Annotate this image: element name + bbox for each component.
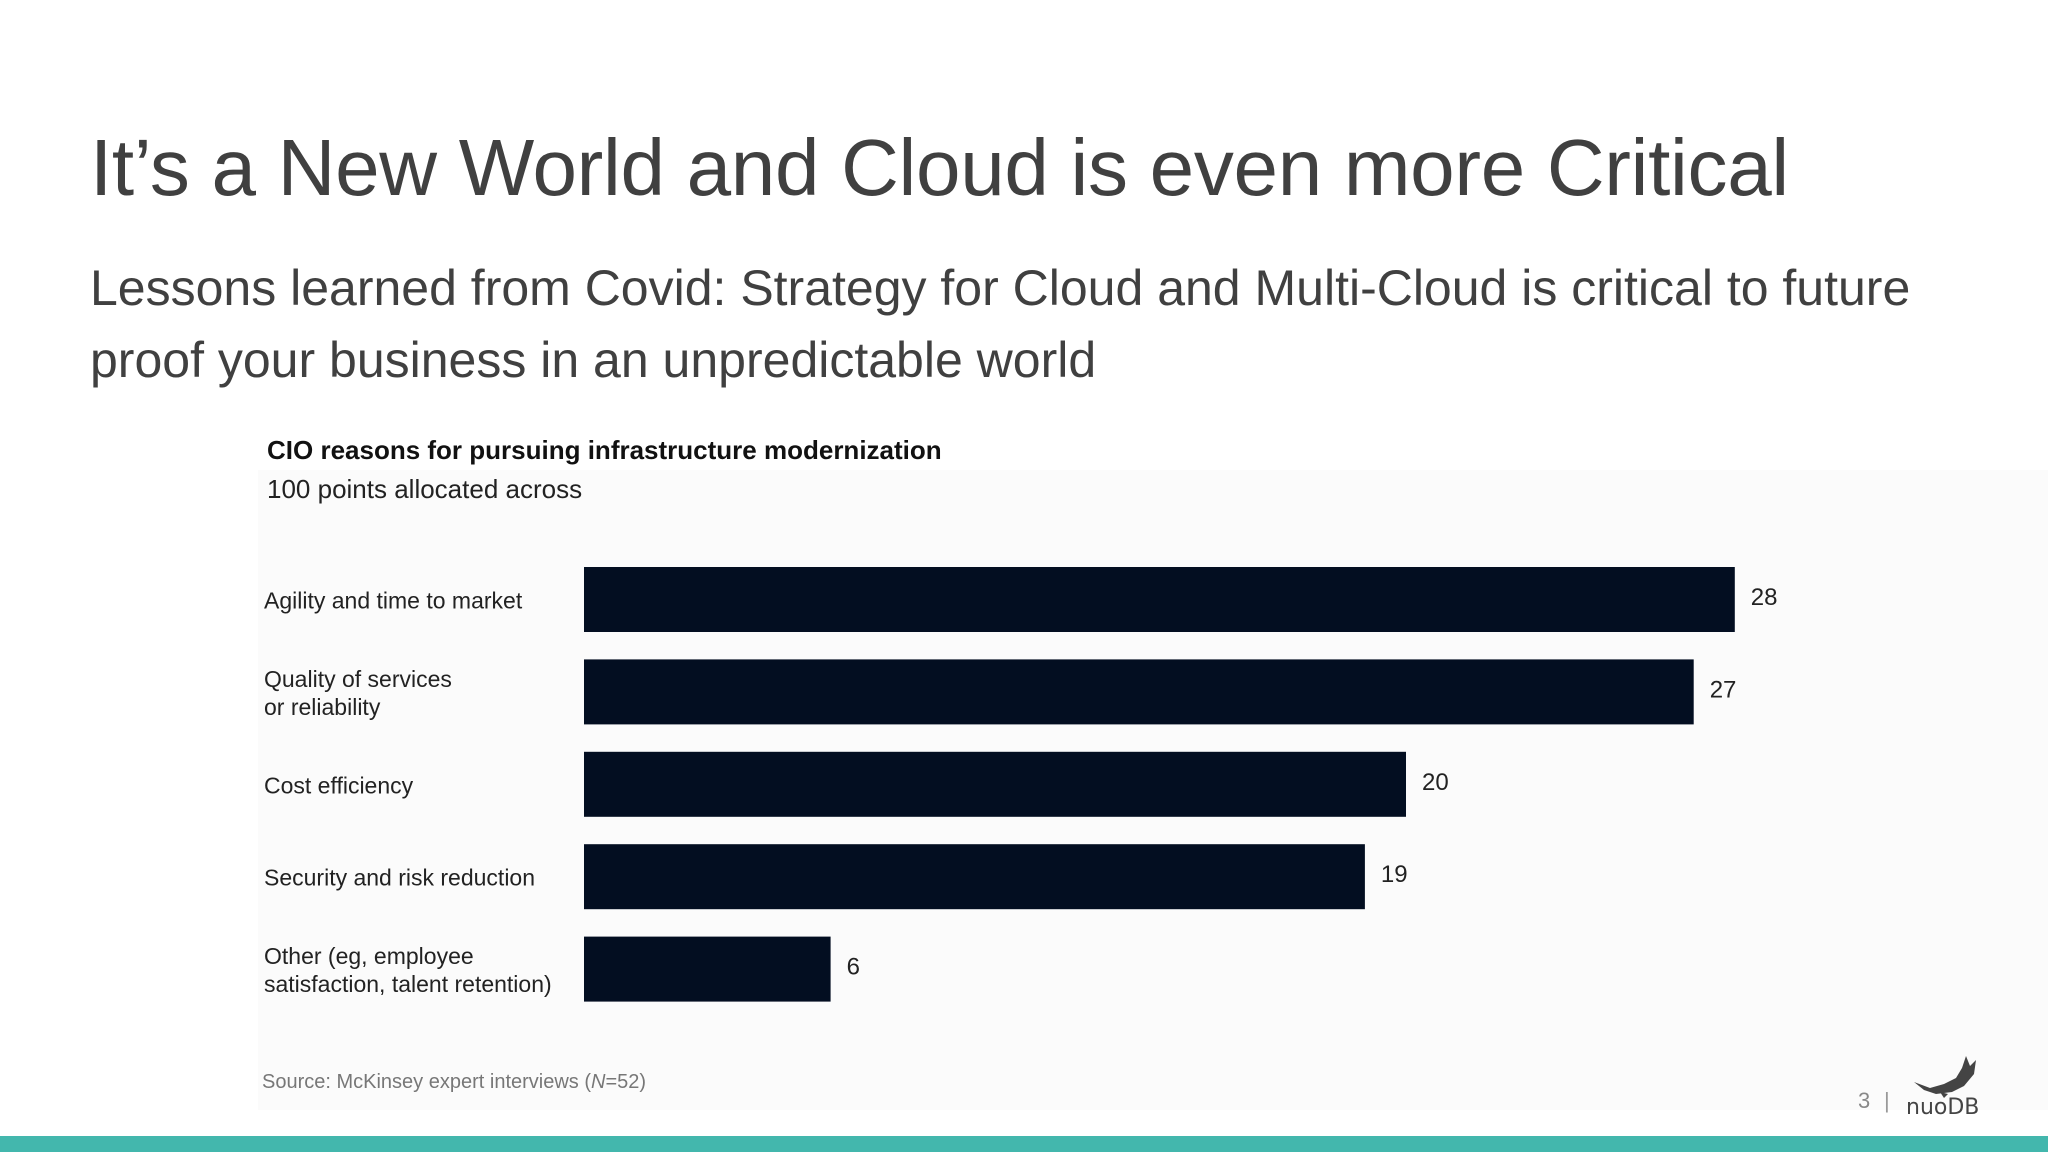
category-label: or reliability xyxy=(264,694,381,720)
source-suffix: =52) xyxy=(605,1071,647,1093)
chart-subtitle: 100 points allocated across xyxy=(267,474,583,504)
bird-logo-icon: nuoDB xyxy=(1906,1056,1979,1118)
category-label: satisfaction, talent retention) xyxy=(264,971,552,997)
bar xyxy=(584,936,831,1002)
bar-value-label: 6 xyxy=(847,954,860,981)
bar-value-label: 27 xyxy=(1710,676,1737,703)
slide-title: It’s a New World and Cloud is even more … xyxy=(90,123,1789,212)
source-note: Source: McKinsey expert interviews (N=52… xyxy=(262,1071,646,1094)
source-n: N xyxy=(591,1071,606,1093)
footer-bar xyxy=(0,1136,2048,1152)
bar xyxy=(584,659,1694,725)
bar xyxy=(584,567,1735,632)
category-label: Agility and time to market xyxy=(264,588,523,614)
slide-subtitle: Lessons learned from Covid: Strategy for… xyxy=(90,260,1911,388)
bar-value-label: 19 xyxy=(1381,861,1408,888)
category-label: Quality of services xyxy=(264,666,452,692)
logo-text: nuoDB xyxy=(1906,1095,1979,1118)
bar-value-label: 28 xyxy=(1751,584,1778,611)
page-separator: | xyxy=(1884,1088,1890,1113)
category-label: Cost efficiency xyxy=(264,772,414,798)
source-prefix: Source: McKinsey expert interviews ( xyxy=(262,1071,592,1093)
category-label: Other (eg, employee xyxy=(264,943,474,969)
page-number: 3 xyxy=(1858,1088,1871,1113)
bar xyxy=(584,751,1406,817)
nuodb-logo: nuoDB xyxy=(1904,1048,2004,1118)
chart-title: CIO reasons for pursuing infrastructure … xyxy=(267,435,942,465)
category-label: Security and risk reduction xyxy=(264,865,535,891)
bar xyxy=(584,844,1365,910)
bar-value-label: 20 xyxy=(1422,769,1449,796)
